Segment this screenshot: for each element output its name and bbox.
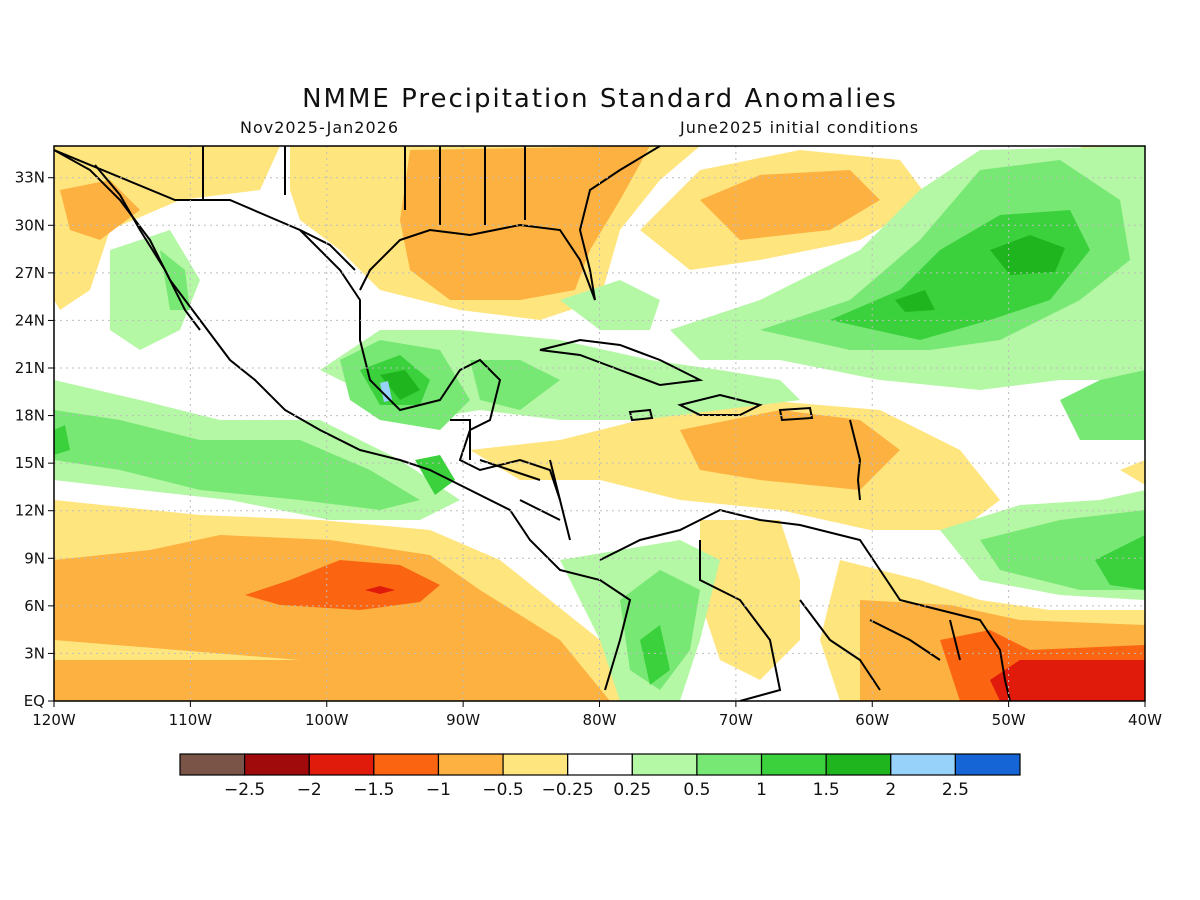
lat-tick-label: 27N [15,264,45,282]
dry-area-pacific-strong [245,560,440,610]
lat-tick-label: EQ [24,692,45,710]
colorbar-labels: −2.5 −2 −1.5 −1 −0.5 −0.25 0.25 0.5 1 1.5 2 2.5 [224,780,969,800]
dry-area-gulf-core [400,146,650,300]
wet-area-gulf-campeche-max [380,381,392,402]
lat-tick-label: 30N [15,216,45,234]
colorbar-label: 0.5 [683,780,710,800]
coastline-lesser-antilles [849,419,862,501]
wet-area-atlantic-small-core [895,290,935,312]
colorbar-swatch [437,753,504,776]
lon-tick-label: 120W [32,711,76,729]
border-south-america-interior [699,540,961,701]
map-title: NMME Precipitation Standard Anomalies [302,84,898,114]
lon-tick-label: 80W [583,711,617,729]
lat-tick-label: 24N [15,311,45,329]
colorbar-swatch [696,753,763,776]
coastline-south-america [599,508,1011,701]
border-us-canada-lines [202,146,526,225]
wet-area-gulf-campeche-peak [380,370,420,400]
colorbar-label: 0.25 [613,780,651,800]
coastlines [54,146,1011,701]
colorbar-swatch [825,753,892,776]
forecast-period: Nov2025-Jan2026 [240,118,399,137]
colorbar [179,753,1021,776]
border-central-america [450,419,561,521]
coastline-jamaica [628,408,654,422]
colorbar-swatch [567,753,633,776]
dry-area-eastern-pacific-core [54,535,610,701]
lat-tick-label: 12N [15,502,45,520]
lat-tick-label: 9N [24,549,45,567]
lon-tick-label: 40W [1128,711,1162,729]
colorbar-swatch [308,753,375,776]
wet-area-eastern-pacific-mid [54,410,420,510]
lon-tick-label: 110W [169,711,213,729]
dry-area-caribbean-core [680,410,900,490]
coastline-puerto-rico [778,406,814,422]
colorbar-label: −0.25 [542,780,594,800]
wet-area-guatemala [415,455,455,495]
lat-tick-label: 18N [15,407,45,425]
coastline-hispaniola [677,393,763,416]
lat-tick-label: 3N [24,644,45,662]
colorbar-swatch [954,753,1021,776]
wet-area-pacific-west [54,425,70,455]
colorbar-swatch [244,753,310,776]
colorbar-label: 1 [756,780,767,800]
lon-tick-label: 90W [446,711,480,729]
lat-tick-label: 15N [15,454,45,472]
colorbar-label: −2 [297,780,322,800]
coastline-baja [94,164,201,331]
colorbar-label: 2 [885,780,896,800]
dry-area-atlantic-subtropical-core [700,170,880,240]
dry-area-venezuela [700,520,800,680]
wet-area-florida-strait [560,280,660,330]
colorbar-label: −1.5 [353,780,394,800]
colorbar-label: −2.5 [224,780,265,800]
longitude-labels: 120W 110W 100W 90W 80W 70W 60W 50W 40W [32,701,1162,729]
dry-area-brazil-peak [990,660,1145,701]
wet-area-east-atlantic-strong [1095,535,1145,590]
colorbar-swatch [373,753,440,776]
colorbar-swatch [502,753,569,776]
latitude-labels: EQ 3N 6N 9N 12N 15N 18N 21N 24N 27N 30N 33N [15,169,54,710]
colorbar-swatch [179,753,246,776]
lat-tick-label: 21N [15,359,45,377]
coastline-us-gulf [359,146,661,301]
wet-area-east-atlantic-band [1060,370,1145,440]
wet-area-colombia-strong [640,625,670,685]
colorbar-label: 2.5 [942,780,969,800]
map-grid [54,146,1145,701]
colorbar-swatch [760,753,827,776]
lat-tick-label: 6N [24,597,45,615]
lon-tick-label: 60W [855,711,889,729]
border-us-mexico [54,149,356,271]
lon-tick-label: 70W [719,711,753,729]
dry-area-east-atlantic-south [1120,460,1145,485]
colorbar-label: 1.5 [813,780,840,800]
anomaly-field [54,146,1145,701]
lat-tick-label: 33N [15,169,45,187]
colorbar-swatch [631,753,698,776]
dry-area-pacific-peak [365,586,395,594]
lon-tick-label: 100W [305,711,349,729]
colorbar-swatch [890,753,956,776]
colorbar-label: −0.5 [482,780,523,800]
coastline-gulf-of-mexico [299,229,571,541]
colorbar-label: −1 [426,780,451,800]
lon-tick-label: 50W [992,711,1026,729]
coastline-cuba [539,338,704,387]
coastline-mexico-pacific [54,149,632,691]
wet-area-central-atlantic-peak [990,235,1065,275]
initial-conditions: June2025 initial conditions [680,118,920,137]
